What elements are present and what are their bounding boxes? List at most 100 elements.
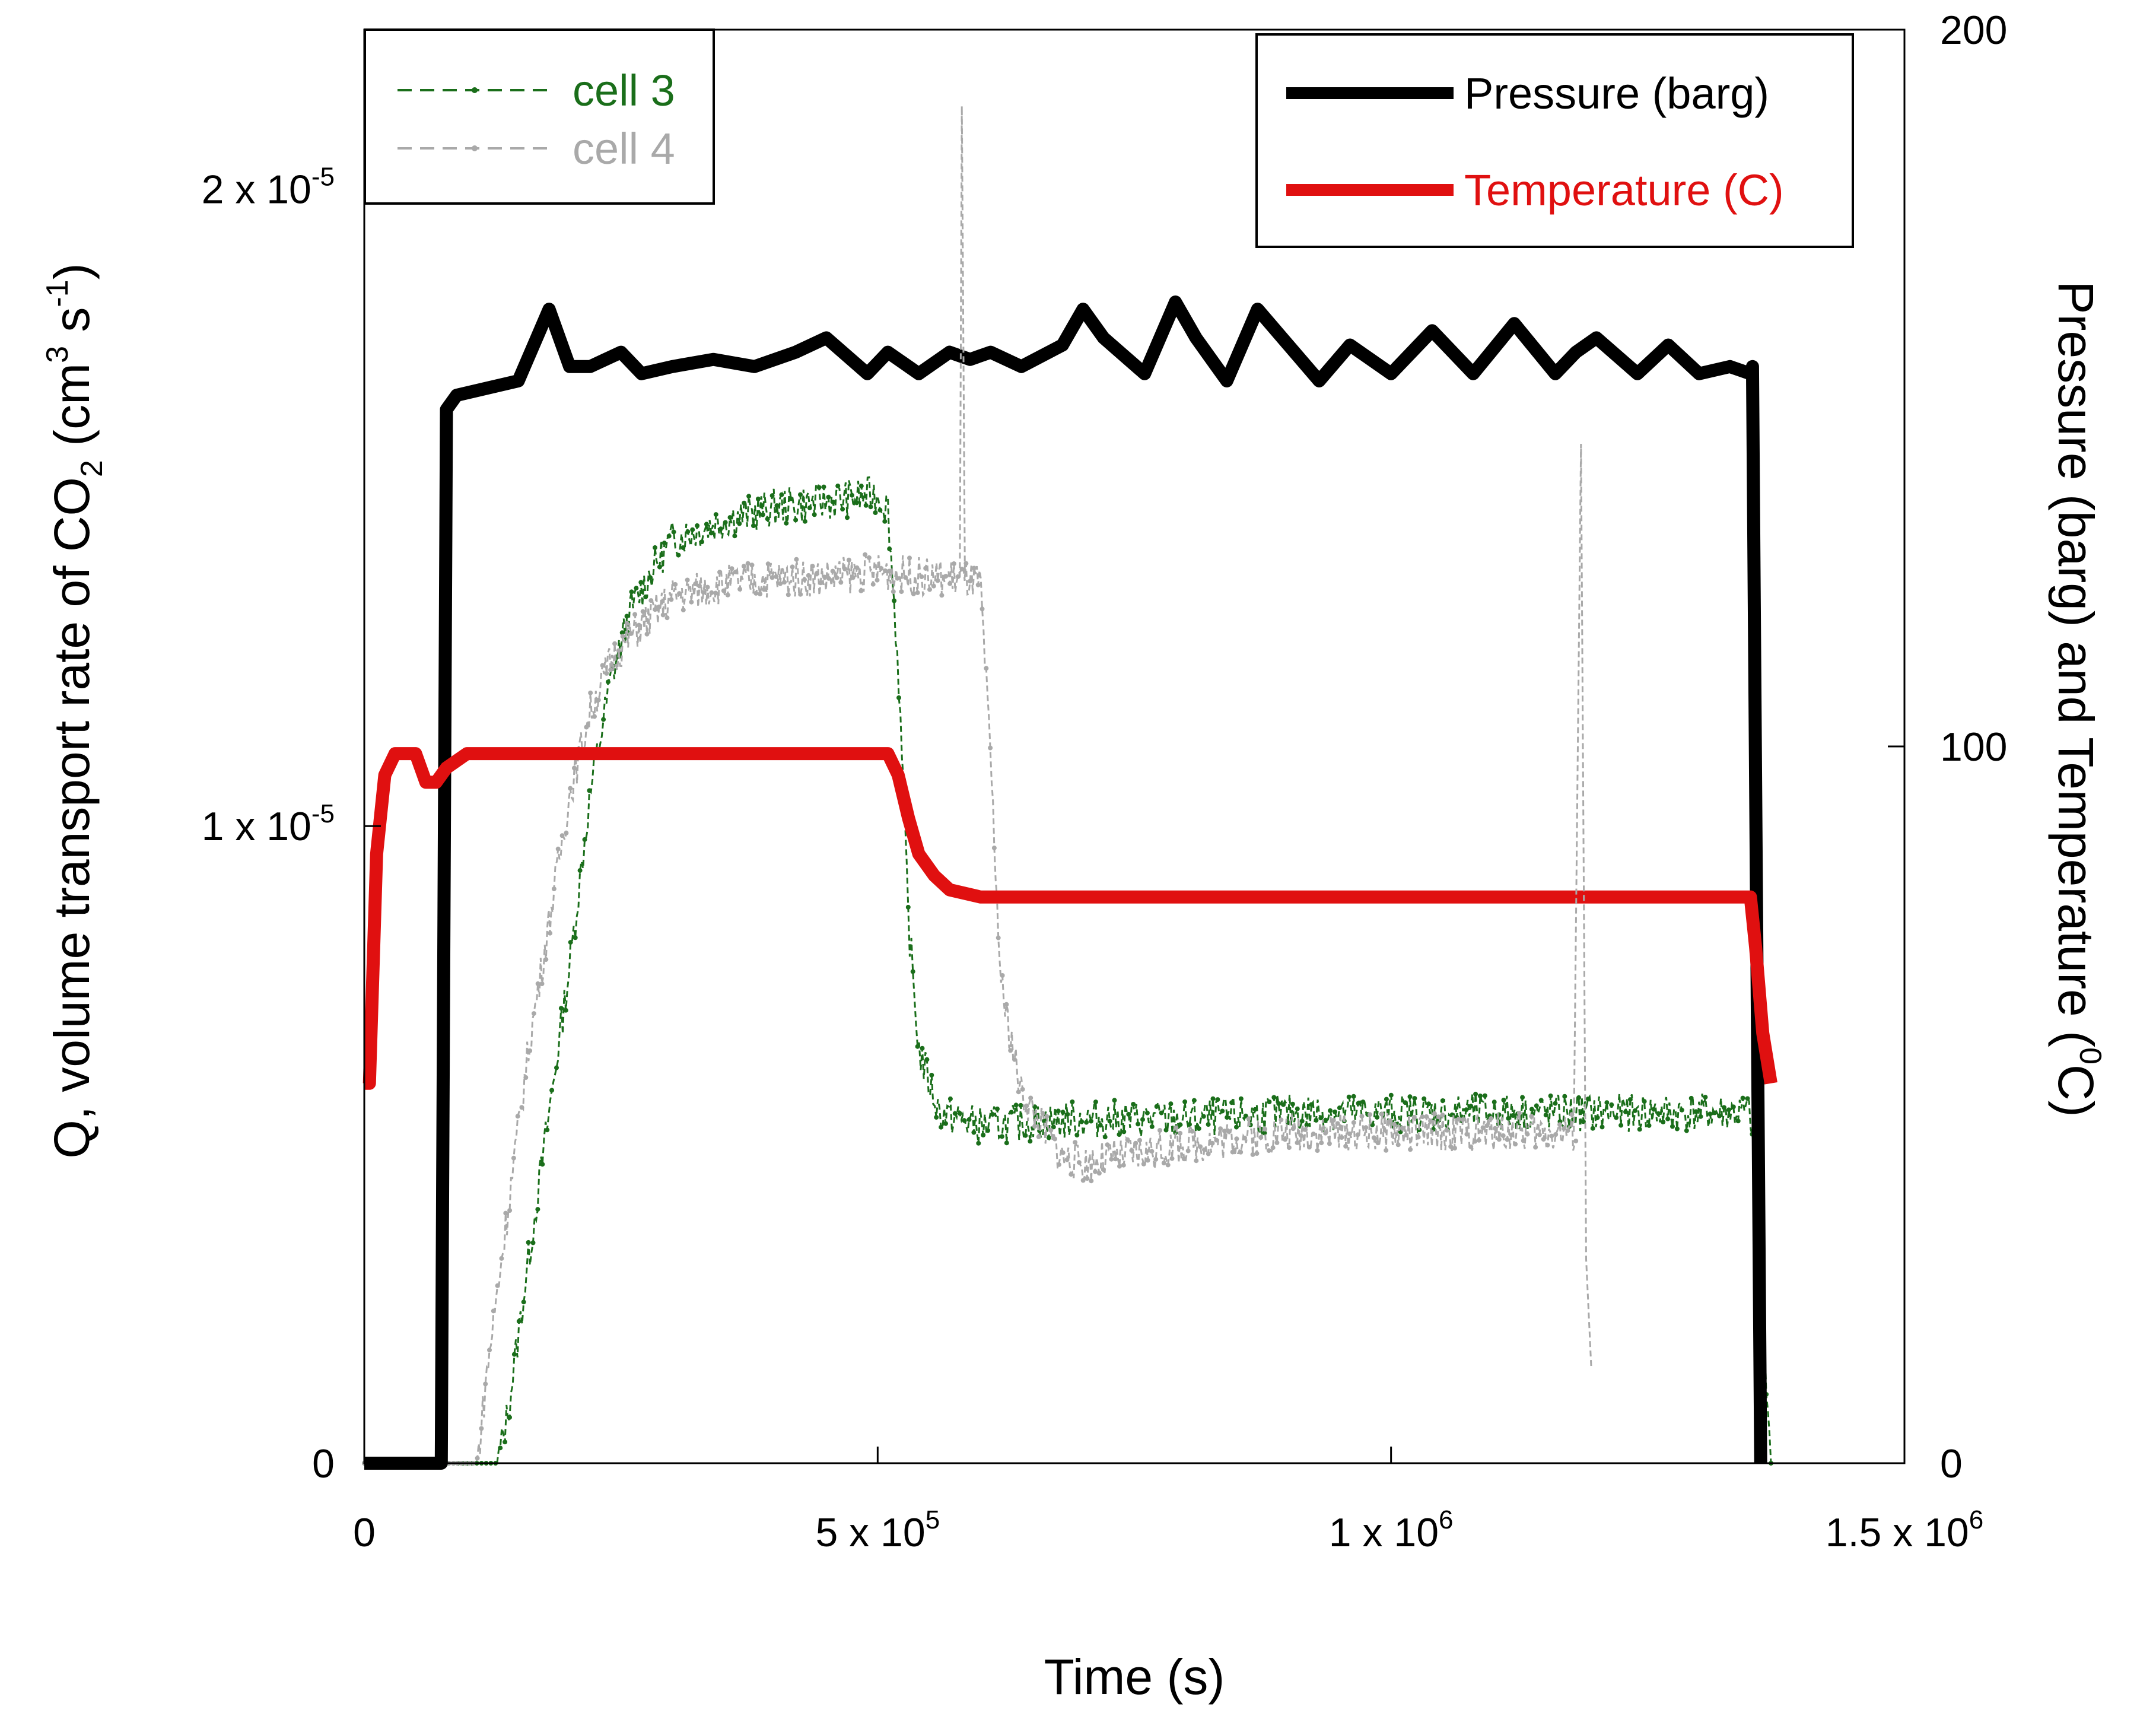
series-cell-3-point [1051,1124,1056,1130]
series-cell-3-point [1637,1127,1642,1132]
x-tick-label-3: 1.5 x 106 [1826,1505,1983,1555]
series-cell-3-point [943,1121,948,1126]
series-cell-4-point [1274,1140,1280,1145]
series-cell-4-point [1464,1132,1470,1137]
series-cell-3-point [680,545,686,550]
series-cell-4-point [891,589,896,595]
series-cell-3-point [1642,1099,1647,1104]
series-cell-3-point [816,485,822,490]
series-cell-4-point [1368,1112,1372,1117]
series-cell-4-point [1436,1114,1441,1120]
series-cell-4-point [822,574,827,580]
series-cell-3-point [503,1439,508,1445]
series-cell-4-point [1270,1145,1276,1151]
series-cell-3-point [1309,1102,1314,1107]
series-cell-4-point [689,599,694,605]
series-cell-3-point [934,1115,939,1120]
series-cell-4-point [1440,1113,1445,1118]
series-cell-4-point [1048,1127,1054,1133]
series-cell-4-point [1359,1114,1365,1119]
right-y-axis-title-close: C) [2048,1064,2104,1117]
legend-conditions-box [1255,33,1854,248]
series-cell-4-point [1145,1158,1150,1163]
series-cell-4-point [1513,1142,1518,1147]
right-y-axis-title-superscript: 0 [2073,1047,2107,1064]
series-cell-4-point [774,574,779,579]
series-cell-3-point [1337,1105,1342,1111]
series-cell-4-point [495,1283,500,1288]
series-cell-3-point [1299,1118,1305,1124]
series-cell-4-point [1428,1118,1433,1124]
series-cell-4-point [1448,1144,1454,1149]
series-cell-3-point [995,1106,1000,1111]
series-cell-4-point [1178,1130,1183,1136]
series-cell-4-point [1500,1133,1506,1138]
series-cell-3-point [1665,1116,1671,1121]
series-cell-3-point [1585,1097,1591,1102]
series-cell-4-point [919,574,924,579]
right-y-tick-label-1: 100 [1940,724,2007,770]
right-y-axis-title-main: Pressure (barg) and Temperature ( [2048,281,2104,1047]
series-cell-3-point [971,1130,977,1135]
series-cell-4-point [1214,1137,1219,1143]
series-cell-4-point [1056,1162,1061,1167]
series-cell-4-point [648,598,654,603]
series-cell-4-point [761,587,767,592]
series-cell-4-point [608,667,613,672]
series-cell-3-point [1478,1094,1483,1098]
series-cell-3-point [939,1124,944,1130]
series-cell-4-point [1553,1132,1559,1137]
series-cell-3-point [1070,1099,1075,1104]
series-cell-3-point [877,507,883,513]
series-cell-3-point [723,520,728,525]
left-y-axis-title-subscript: 2 [75,460,109,477]
series-cell-4-point [1311,1132,1316,1137]
series-cell-4-point [911,591,916,596]
series-cell-3-point [643,595,648,599]
series-cell-3-point [1403,1100,1408,1105]
series-cell-4-point [758,592,763,597]
series-cell-4-point [1080,1178,1086,1183]
series-cell-4-point [814,571,819,577]
series-cell-3-point [1131,1102,1136,1107]
series-cell-4-point [834,575,839,580]
series-cell-3-point [1412,1096,1417,1101]
legend-cell3-marker [472,87,478,93]
series-cell-4-point [951,561,956,566]
series-cell-3-point [718,526,723,532]
series-cell-3-point [1520,1095,1525,1100]
series-cell-4-point [903,575,908,580]
legend-cell4-marker [472,145,478,151]
series-cell-4-point [741,564,746,569]
series-cell-4-point [1169,1156,1175,1161]
series-cell-3-point [1529,1107,1534,1112]
series-cell-3-point [1722,1105,1726,1110]
series-cell-3-point [737,521,742,526]
series-cell-3-point [1267,1099,1272,1104]
series-cell-4-point [564,830,569,835]
series-cell-4-point [1476,1137,1481,1143]
series-cell-3-point [1121,1129,1127,1134]
series-cell-3-point [1740,1095,1745,1101]
series-cell-3-point [662,541,667,546]
series-cell-4-point [1306,1145,1312,1150]
series-cell-4-point [1109,1156,1114,1162]
left-y-axis-title-units-open: (cm [44,363,100,460]
series-cell-4-point [1153,1156,1159,1162]
series-cell-4-point [975,582,981,587]
series-cell-4-point [519,1105,524,1110]
series-cell-4-point [931,583,936,589]
series-cell-3-point [1492,1099,1497,1105]
series-cell-4-point [1218,1126,1223,1132]
series-cell-3-point [1684,1128,1689,1133]
series-cell-4-point [1141,1161,1146,1167]
series-cell-3-point [1333,1109,1337,1114]
series-cell-4-point [1456,1116,1461,1121]
series-cell-4-point [644,631,650,637]
series-cell-3-point [549,1088,555,1093]
series-cell-3-point [1004,1140,1009,1146]
series-cell-4-point [1432,1111,1437,1116]
series-cell-3-point [1140,1117,1145,1122]
